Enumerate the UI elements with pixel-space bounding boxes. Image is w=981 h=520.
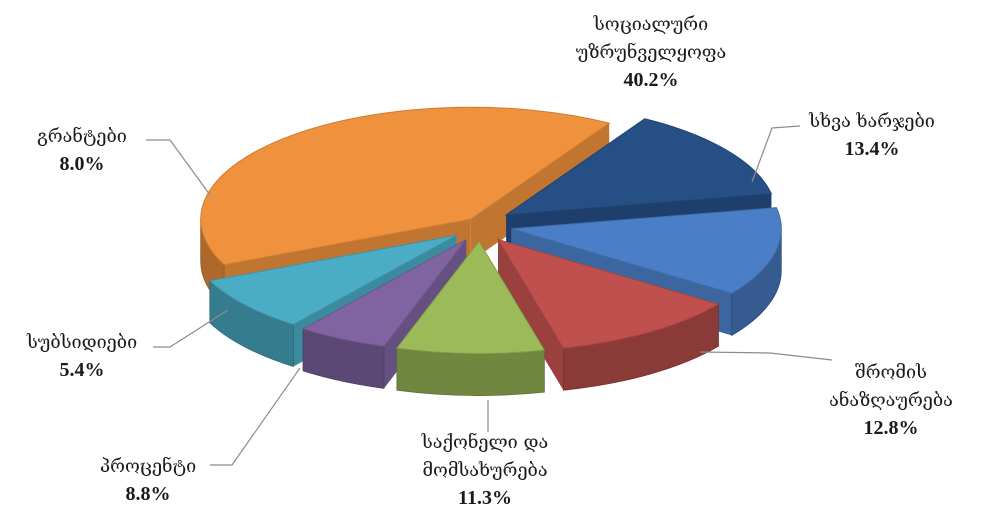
slice-top-3 bbox=[496, 238, 720, 349]
leader-line-4 bbox=[210, 367, 301, 466]
slice-value-2: 12.8% bbox=[864, 417, 919, 439]
slice-label-3-line-0: საქონელი და bbox=[421, 431, 548, 453]
slice-value-1: 13.4% bbox=[845, 138, 900, 160]
slice-value-3: 11.3% bbox=[458, 487, 512, 509]
slice-label-2-line-1: ანაზღაურება bbox=[829, 389, 953, 411]
slice-label-4-line-0: პროცენტი bbox=[100, 455, 196, 477]
leader-line-6 bbox=[146, 139, 211, 196]
slice-label-1-line-0: სხვა ხარჯები bbox=[808, 111, 935, 132]
slice-label-0-line-1: უზრუნველყოფა bbox=[576, 41, 726, 63]
slice-label-3-line-1: მომსახურება bbox=[422, 460, 547, 481]
leader-lines bbox=[146, 125, 833, 466]
slice-top-6 bbox=[208, 234, 457, 326]
slice-side-4-0 bbox=[396, 347, 545, 396]
slice-top-0 bbox=[200, 106, 611, 266]
slice-tops bbox=[200, 106, 782, 354]
leader-line-5 bbox=[153, 309, 229, 348]
slice-value-0: 40.2% bbox=[624, 69, 679, 91]
slice-value-4: 8.8% bbox=[126, 483, 171, 505]
slice-label-2-line-0: შრომის bbox=[855, 362, 927, 383]
slice-value-5: 5.4% bbox=[60, 359, 105, 381]
leader-line-1 bbox=[751, 125, 801, 183]
slice-top-2 bbox=[511, 207, 782, 294]
slice-top-1 bbox=[504, 118, 773, 216]
slice-value-6: 8.0% bbox=[60, 153, 105, 175]
slice-top-5 bbox=[301, 239, 467, 347]
slice-labels: სოციალური უზრუნველყოფა 40.2% სხვა ხარჯები 13… bbox=[26, 14, 953, 509]
slice-top-4 bbox=[395, 240, 546, 354]
slice-label-6-line-0: გრანტები bbox=[37, 125, 127, 147]
slice-wall-3-1 bbox=[498, 239, 564, 391]
slice-label-0-line-0: სოციალური bbox=[593, 14, 708, 35]
leader-line-2 bbox=[699, 351, 833, 361]
slice-label-5-line-0: სუბსიდიები bbox=[26, 332, 137, 353]
